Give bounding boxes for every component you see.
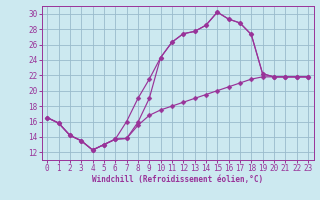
X-axis label: Windchill (Refroidissement éolien,°C): Windchill (Refroidissement éolien,°C) <box>92 175 263 184</box>
